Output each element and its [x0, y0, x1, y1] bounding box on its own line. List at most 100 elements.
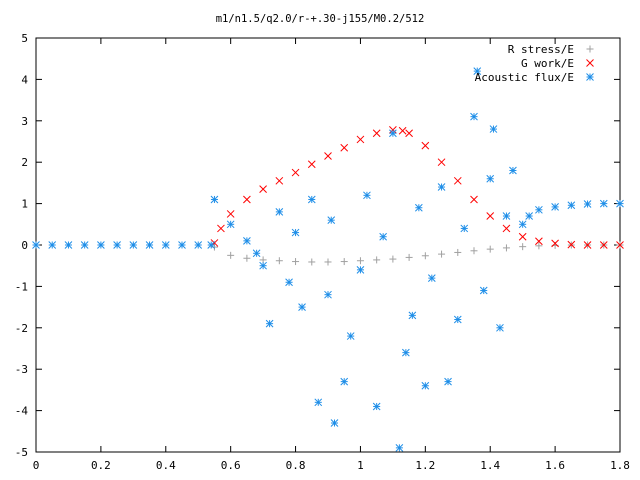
- y-tick-label: 4: [21, 73, 28, 86]
- data-point: [470, 247, 478, 255]
- data-point: [438, 250, 446, 258]
- data-point: [363, 191, 371, 200]
- y-tick-label: -3: [15, 363, 28, 376]
- x-tick-label: 0.2: [91, 459, 111, 472]
- data-point: [437, 158, 446, 167]
- data-point: [502, 224, 511, 233]
- data-point: [210, 195, 219, 204]
- data-point: [226, 210, 235, 218]
- data-point: [243, 195, 251, 204]
- series-layer: [32, 67, 624, 452]
- legend-marker: [586, 59, 594, 67]
- data-point: [567, 240, 576, 249]
- data-point: [308, 258, 316, 266]
- x-tick-label: 1: [357, 459, 364, 472]
- data-point: [444, 377, 452, 386]
- data-point: [518, 232, 527, 241]
- data-point: [340, 143, 349, 152]
- data-point: [453, 315, 462, 324]
- data-point: [427, 274, 436, 282]
- data-point: [583, 200, 592, 208]
- data-point: [486, 212, 495, 220]
- legend-marker: [586, 45, 594, 53]
- data-point: [356, 135, 365, 144]
- data-point: [567, 201, 576, 210]
- x-tick-label: 0.8: [286, 459, 306, 472]
- legend-label: Acoustic flux/E: [475, 71, 574, 84]
- data-point: [525, 212, 534, 220]
- data-point: [535, 237, 543, 246]
- data-point: [226, 220, 235, 229]
- data-point: [330, 419, 339, 427]
- data-point: [437, 183, 446, 191]
- y-tick-label: -4: [15, 405, 29, 418]
- data-point: [243, 237, 251, 245]
- data-point: [217, 224, 225, 233]
- series-2: [32, 67, 624, 452]
- data-point: [252, 249, 261, 258]
- y-tick-label: 0: [21, 239, 28, 252]
- data-point: [292, 258, 300, 266]
- data-point: [129, 241, 138, 249]
- data-point: [379, 232, 388, 241]
- data-point: [470, 195, 478, 204]
- data-point: [178, 241, 186, 249]
- data-point: [291, 168, 300, 177]
- data-point: [373, 256, 381, 264]
- data-point: [48, 241, 57, 249]
- data-point: [421, 141, 430, 150]
- data-point: [454, 248, 462, 256]
- axes: 0 0.2 0.4 0.6 0.8 1 1.2 1.4 1.6 1.8 5 4 3 2 1 0 -1 -2 -3 -4…: [15, 32, 630, 472]
- legend-marker: [586, 73, 594, 81]
- data-point: [453, 176, 462, 185]
- data-point: [161, 241, 170, 249]
- x-tick-label: 0.4: [156, 459, 176, 472]
- data-point: [207, 241, 216, 249]
- data-point: [275, 257, 283, 265]
- data-point: [64, 241, 73, 249]
- data-point: [616, 199, 624, 208]
- data-point: [145, 241, 154, 249]
- x-tick-label: 1.6: [545, 459, 565, 472]
- x-tick-label: 1.8: [610, 459, 630, 472]
- x-tick-label: 0.6: [221, 459, 241, 472]
- data-point: [421, 252, 429, 260]
- y-tick-label: -5: [15, 446, 28, 459]
- data-point: [327, 216, 336, 225]
- x-tick-label: 1.2: [415, 459, 435, 472]
- data-point: [535, 242, 543, 250]
- data-point: [405, 129, 413, 138]
- data-point: [395, 444, 404, 452]
- data-point: [243, 254, 251, 262]
- y-tick-label: 2: [21, 156, 28, 169]
- data-point: [275, 176, 284, 185]
- data-point: [194, 241, 203, 249]
- data-point: [97, 241, 105, 249]
- data-point: [408, 311, 417, 320]
- data-point: [398, 126, 407, 135]
- data-point: [356, 265, 365, 274]
- data-point: [80, 241, 89, 249]
- y-tick-label: -1: [15, 280, 28, 293]
- x-tick-label: 1.4: [480, 459, 500, 472]
- data-point: [496, 323, 504, 332]
- y-tick-label: -2: [15, 322, 28, 335]
- data-point: [113, 241, 121, 249]
- data-point: [340, 377, 349, 386]
- data-point: [356, 257, 364, 265]
- data-point: [509, 166, 517, 175]
- data-point: [414, 203, 423, 212]
- data-point: [460, 224, 469, 233]
- data-point: [314, 398, 323, 407]
- data-point: [259, 261, 267, 270]
- data-point: [473, 67, 482, 75]
- y-tick-label: 3: [21, 115, 28, 128]
- data-point: [583, 241, 592, 249]
- data-point: [372, 129, 381, 138]
- data-point: [389, 129, 397, 138]
- data-point: [502, 244, 510, 252]
- data-point: [340, 258, 348, 266]
- data-point: [389, 255, 397, 263]
